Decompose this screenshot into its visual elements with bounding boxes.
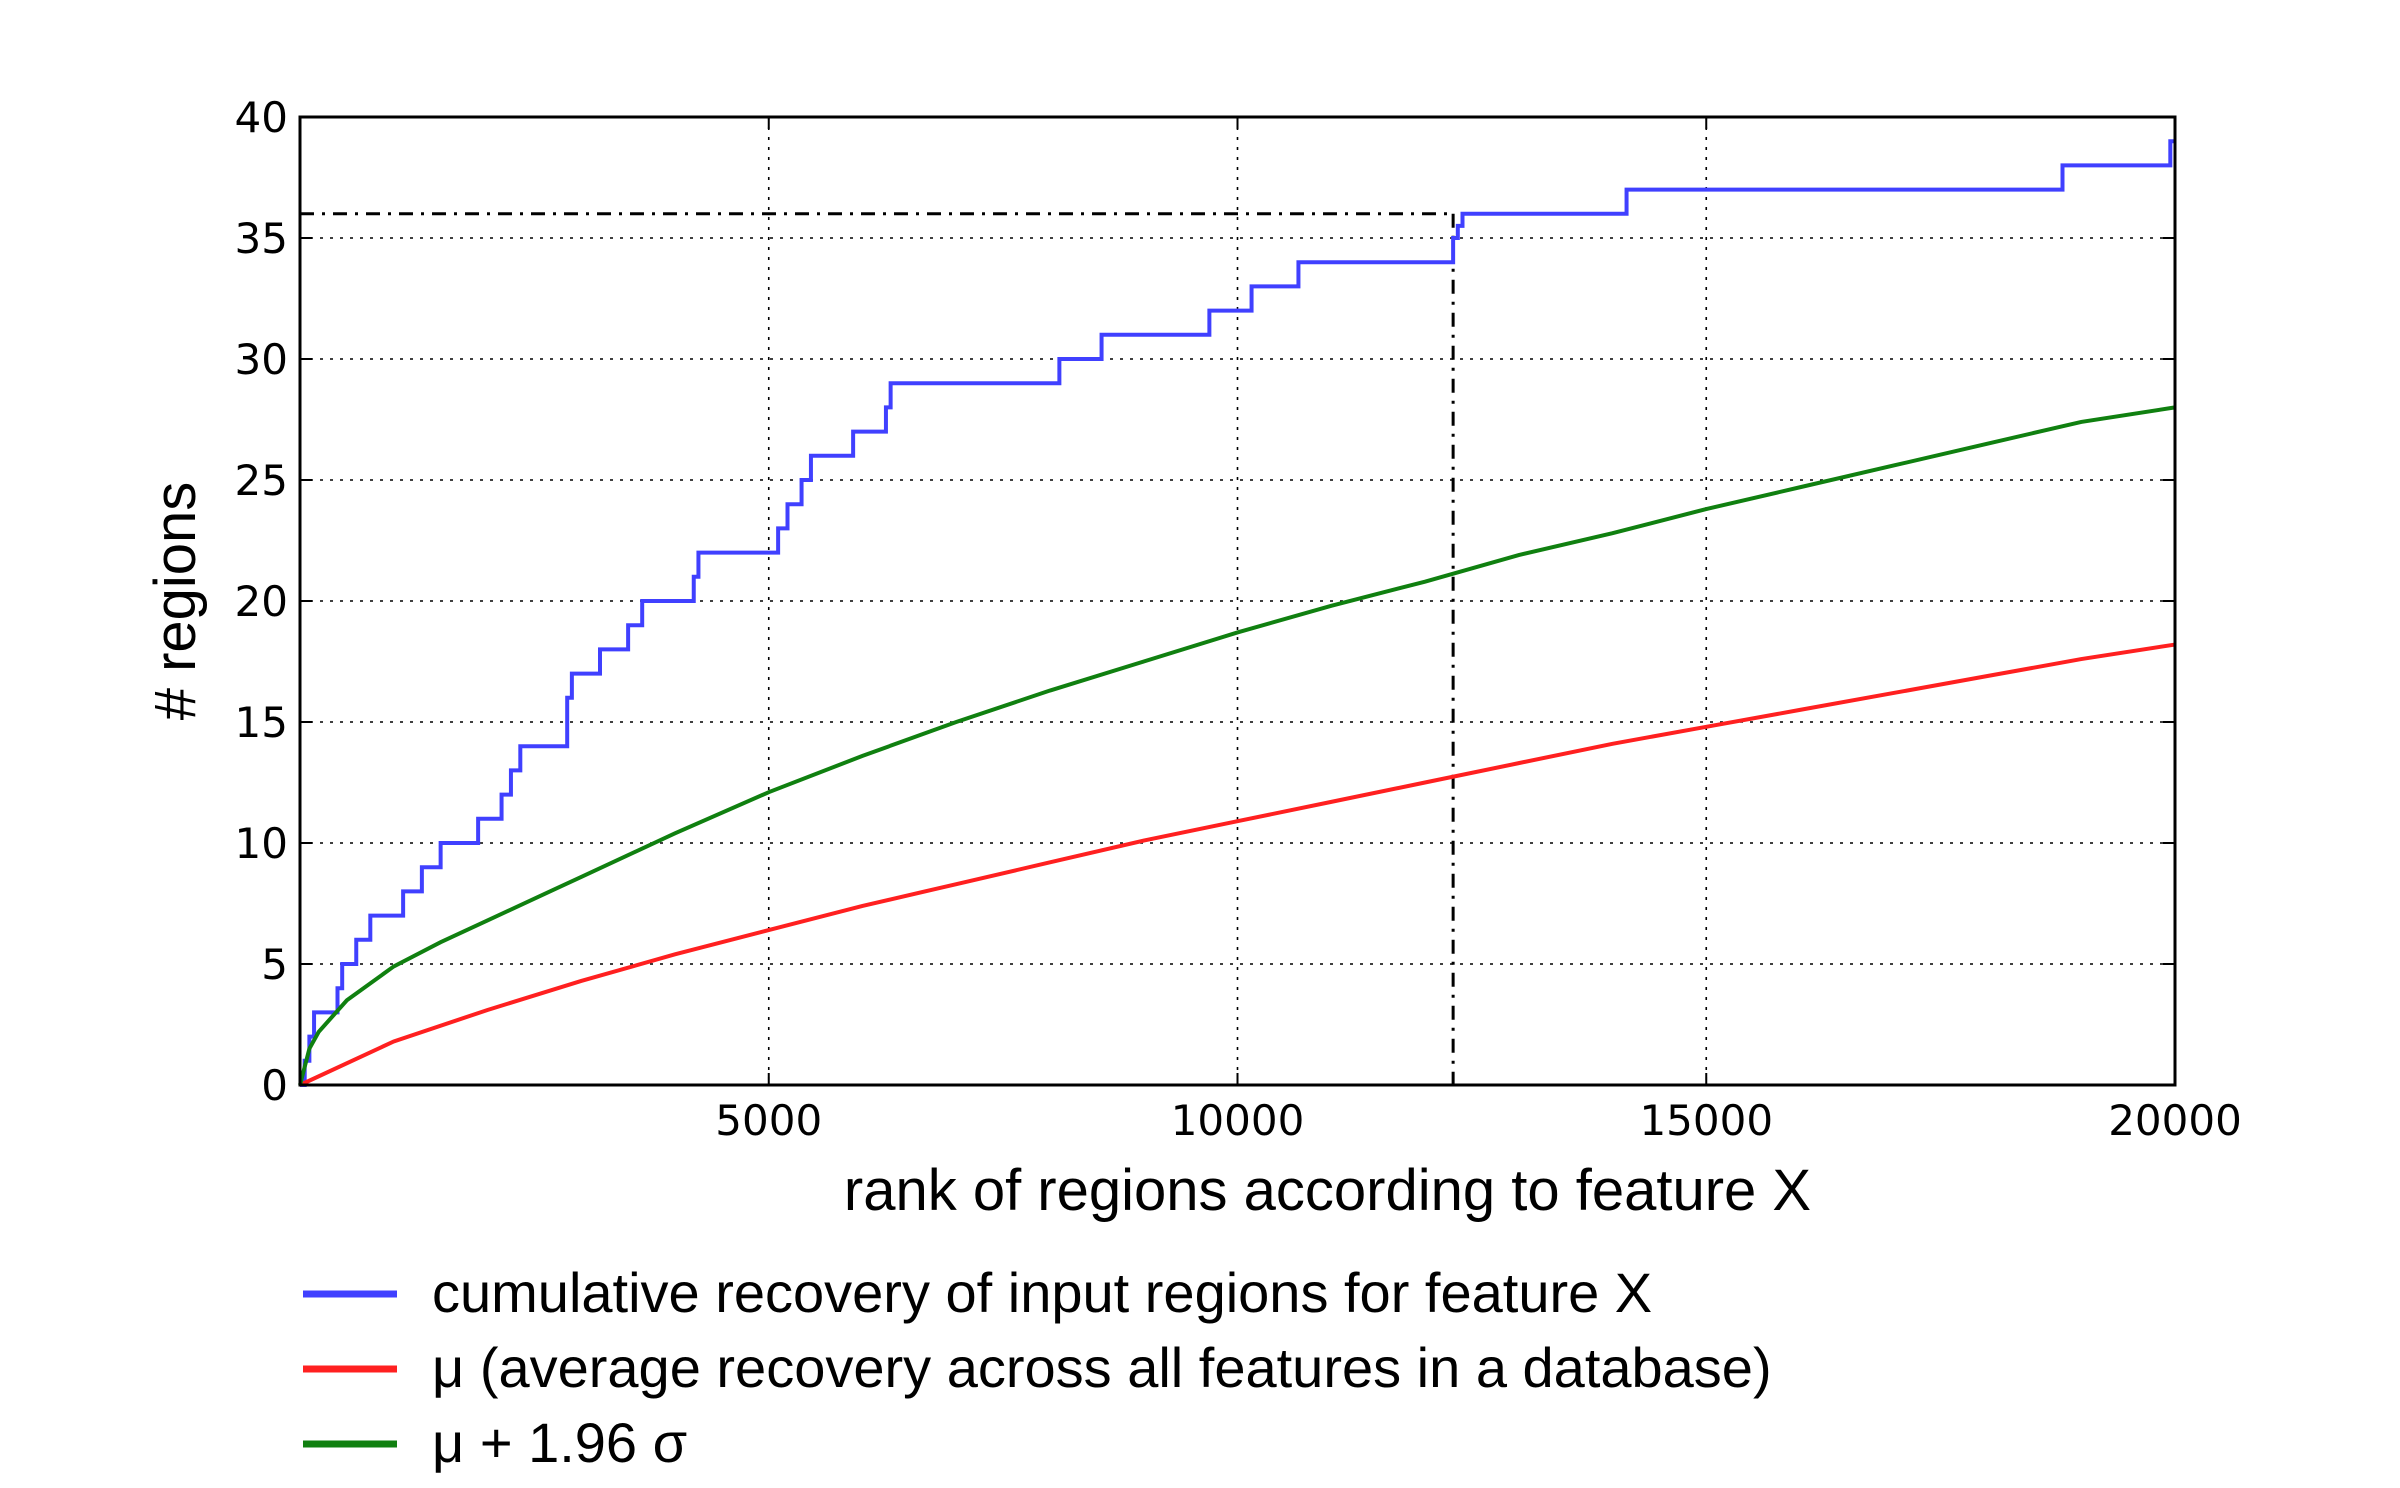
series-mu-plus-sigma-line xyxy=(298,405,2176,1086)
y-tick-label: 10 xyxy=(235,819,288,868)
x-tick-label: 15000 xyxy=(1639,1096,1773,1145)
y-tick-label: 5 xyxy=(261,940,288,989)
x-tick-label: 20000 xyxy=(2108,1096,2242,1145)
grid-layer xyxy=(300,116,2176,1086)
series-mu-line xyxy=(299,642,2176,1087)
reference-lines xyxy=(300,212,1455,1085)
y-tick-label: 30 xyxy=(235,335,288,384)
tick-layer: 5000 10000 15000 20000 0 5 10 15 20 25 30 35 40 xyxy=(235,93,2242,1145)
series-layer xyxy=(298,139,2176,1087)
y-tick-label: 15 xyxy=(235,698,288,747)
legend-label: cumulative recovery of input regions for… xyxy=(432,1261,1652,1324)
y-tick-label: 20 xyxy=(235,577,288,626)
y-tick-label: 25 xyxy=(235,456,288,505)
legend-label: μ (average recovery across all features … xyxy=(432,1336,1772,1399)
legend: cumulative recovery of input regions for… xyxy=(303,1261,1772,1474)
y-tick-label: 0 xyxy=(261,1061,288,1110)
y-tick-label: 40 xyxy=(235,93,288,142)
y-axis-label: # regions xyxy=(143,482,208,721)
series-cumulative-recovery-line xyxy=(300,139,2175,1087)
y-tick-label: 35 xyxy=(235,214,288,263)
x-axis-label: rank of regions according to feature X xyxy=(844,1158,1811,1223)
x-tick-label: 10000 xyxy=(1171,1096,1305,1145)
x-tick-label: 5000 xyxy=(715,1096,822,1145)
legend-label: μ + 1.96 σ xyxy=(432,1411,687,1474)
